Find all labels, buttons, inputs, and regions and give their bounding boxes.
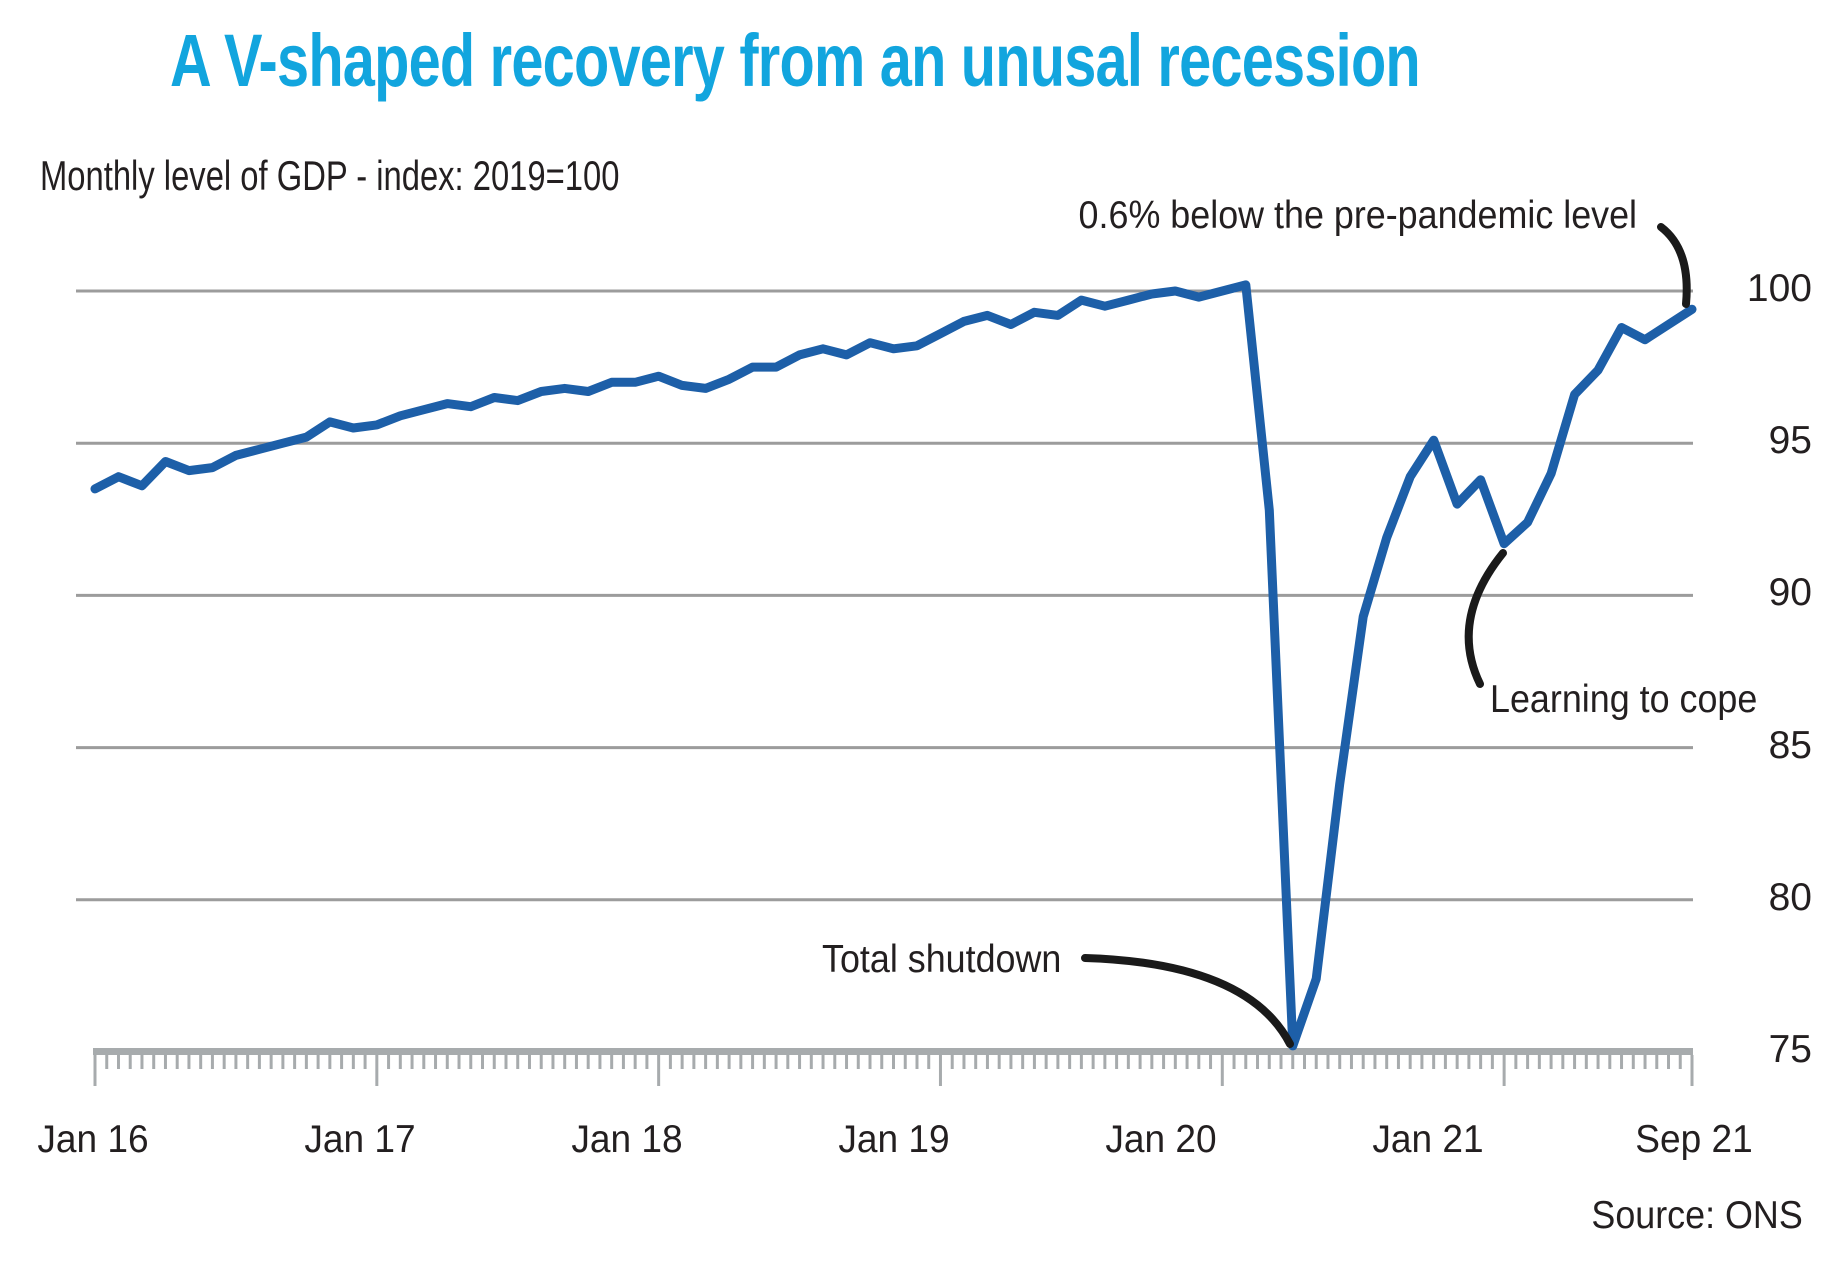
- source-label: Source: ONS: [1591, 1194, 1803, 1237]
- y-axis-label-80: 80: [1768, 875, 1812, 919]
- y-axis-label-75: 75: [1768, 1028, 1812, 1071]
- x-axis-label-jan-17: Jan 17: [304, 1118, 416, 1161]
- x-axis-bar: [93, 1048, 1693, 1055]
- x-axis-label-jan-21: Jan 21: [1372, 1118, 1484, 1161]
- annotation-total-shutdown: Total shutdown: [822, 938, 1062, 981]
- x-axis-label-jan-16: Jan 16: [37, 1118, 149, 1161]
- y-axis-label-100: 100: [1746, 267, 1812, 310]
- y-axis-label-95: 95: [1768, 419, 1812, 463]
- connector-pre-pandemic: [1657, 223, 1691, 308]
- x-axis-label-jan-20: Jan 20: [1105, 1118, 1217, 1161]
- annotation-pre-pandemic: 0.6% below the pre-pandemic level: [1078, 194, 1637, 237]
- x-axis-label-sep-21: Sep 21: [1635, 1118, 1753, 1161]
- gdp-line: [90, 280, 1697, 1051]
- y-axis-label-85: 85: [1768, 723, 1812, 767]
- chart-title: A V-shaped recovery from an unusal reces…: [170, 19, 1421, 102]
- x-axis-label-jan-19: Jan 19: [838, 1118, 950, 1161]
- chart-subtitle: Monthly level of GDP - index: 2019=100: [40, 152, 620, 199]
- y-axis-label-90: 90: [1768, 571, 1812, 615]
- x-axis-label-jan-18: Jan 18: [571, 1118, 683, 1161]
- annotation-learning-to-cope: Learning to cope: [1490, 678, 1758, 721]
- connector-learning-to-cope: [1464, 549, 1507, 688]
- connector-total-shutdown: [1081, 954, 1294, 1048]
